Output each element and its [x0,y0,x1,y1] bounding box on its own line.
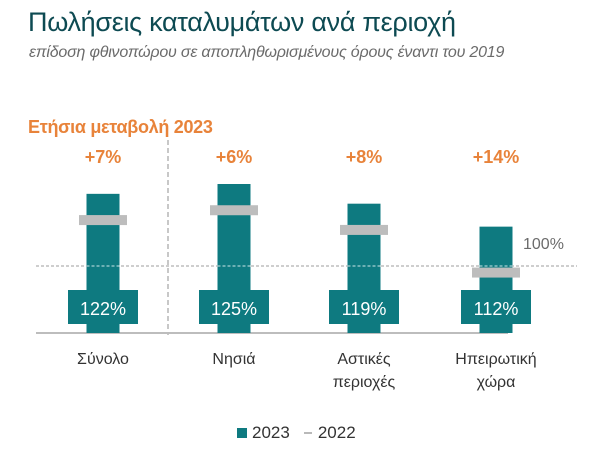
bar-value-label: 122% [80,299,126,319]
annual-change-label: +14% [473,147,520,167]
marker-2022 [210,205,258,216]
x-tick-label: Νησιά [212,351,255,368]
reference-line-label: 100% [523,236,564,253]
x-tick-label: περιοχές [333,374,396,391]
annual-change-label: +7% [85,147,122,167]
chart-title: Πωλήσεις καταλυμάτων ανά περιοχή [28,7,456,37]
bar-value-label: 125% [211,299,257,319]
legend-swatch-2022 [303,432,312,434]
legend-label-2022: 2022 [317,423,356,442]
marker-2022 [340,224,388,235]
marker-2022 [472,267,520,278]
x-tick-label: Ηπειρωτική [455,351,536,368]
value-label-box [329,290,399,324]
value-label-box [461,290,531,324]
x-tick-label: Αστικές [337,351,391,368]
value-label-box [68,290,138,324]
annual-change-label: +8% [346,147,383,167]
x-tick-label: χώρα [477,374,516,391]
bar-value-label: 119% [342,299,387,319]
bar-value-label: 112% [474,299,519,319]
annual-change-label: +6% [216,147,253,167]
x-tick-label: Σύνολο [77,351,129,368]
value-label-box [199,290,269,324]
annual-change-heading: Ετήσια μεταβολή 2023 [28,117,213,137]
marker-2022 [79,215,127,226]
legend-swatch-2023 [237,428,247,438]
bars-group [68,184,531,333]
labels-group: 100% 122% +7% Σύνολο 125% +6% Νησιά 119% +8% Αστι… [77,147,564,391]
legend-label-2023: 2023 [252,423,290,442]
chart-subtitle: επίδοση φθινοπώρου σε αποπληθωρισμένους … [29,44,505,61]
legend: 2023 2022 [237,423,356,443]
